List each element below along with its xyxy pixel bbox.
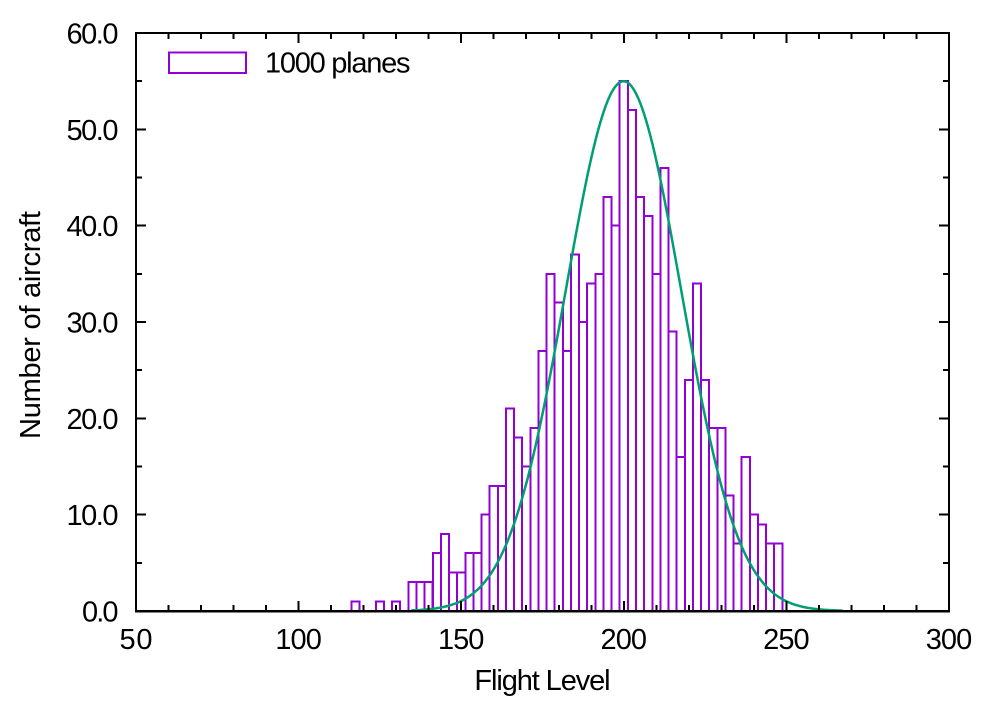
svg-text:100: 100 xyxy=(275,624,322,656)
svg-text:50.0: 50.0 xyxy=(67,115,119,147)
svg-text:40.0: 40.0 xyxy=(67,211,119,243)
svg-text:1000 planes: 1000 planes xyxy=(265,47,411,79)
svg-text:300: 300 xyxy=(926,624,973,656)
svg-text:20.0: 20.0 xyxy=(67,404,119,436)
svg-text:Flight Level: Flight Level xyxy=(474,665,610,697)
svg-text:Number of aircraft: Number of aircraft xyxy=(15,211,47,439)
svg-text:50: 50 xyxy=(120,624,153,656)
svg-text:60.0: 60.0 xyxy=(67,19,119,51)
svg-text:30.0: 30.0 xyxy=(67,308,119,340)
svg-text:0.0: 0.0 xyxy=(82,597,119,629)
svg-text:10.0: 10.0 xyxy=(67,500,119,532)
svg-text:200: 200 xyxy=(601,624,648,656)
svg-text:250: 250 xyxy=(763,624,810,656)
svg-text:150: 150 xyxy=(438,624,485,656)
